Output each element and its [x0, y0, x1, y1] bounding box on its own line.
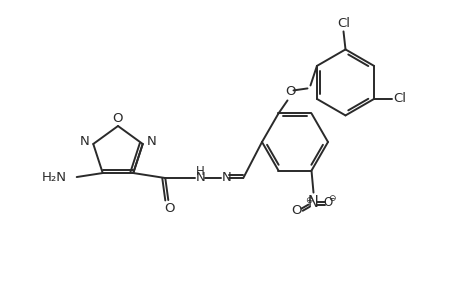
Text: N: N — [79, 136, 89, 148]
Text: O: O — [285, 85, 295, 98]
Text: O: O — [164, 202, 174, 214]
Text: O: O — [291, 204, 301, 217]
Text: N: N — [308, 195, 318, 210]
Text: ⊕: ⊕ — [304, 196, 312, 205]
Text: ⊖: ⊖ — [327, 194, 335, 203]
Text: N: N — [221, 170, 231, 184]
Text: O: O — [323, 196, 332, 209]
Text: H: H — [196, 164, 204, 178]
Text: H₂N: H₂N — [42, 170, 67, 184]
Text: O: O — [112, 112, 123, 124]
Text: N: N — [146, 136, 156, 148]
Text: Cl: Cl — [393, 92, 406, 105]
Text: Cl: Cl — [336, 17, 349, 30]
Text: N: N — [195, 170, 205, 184]
